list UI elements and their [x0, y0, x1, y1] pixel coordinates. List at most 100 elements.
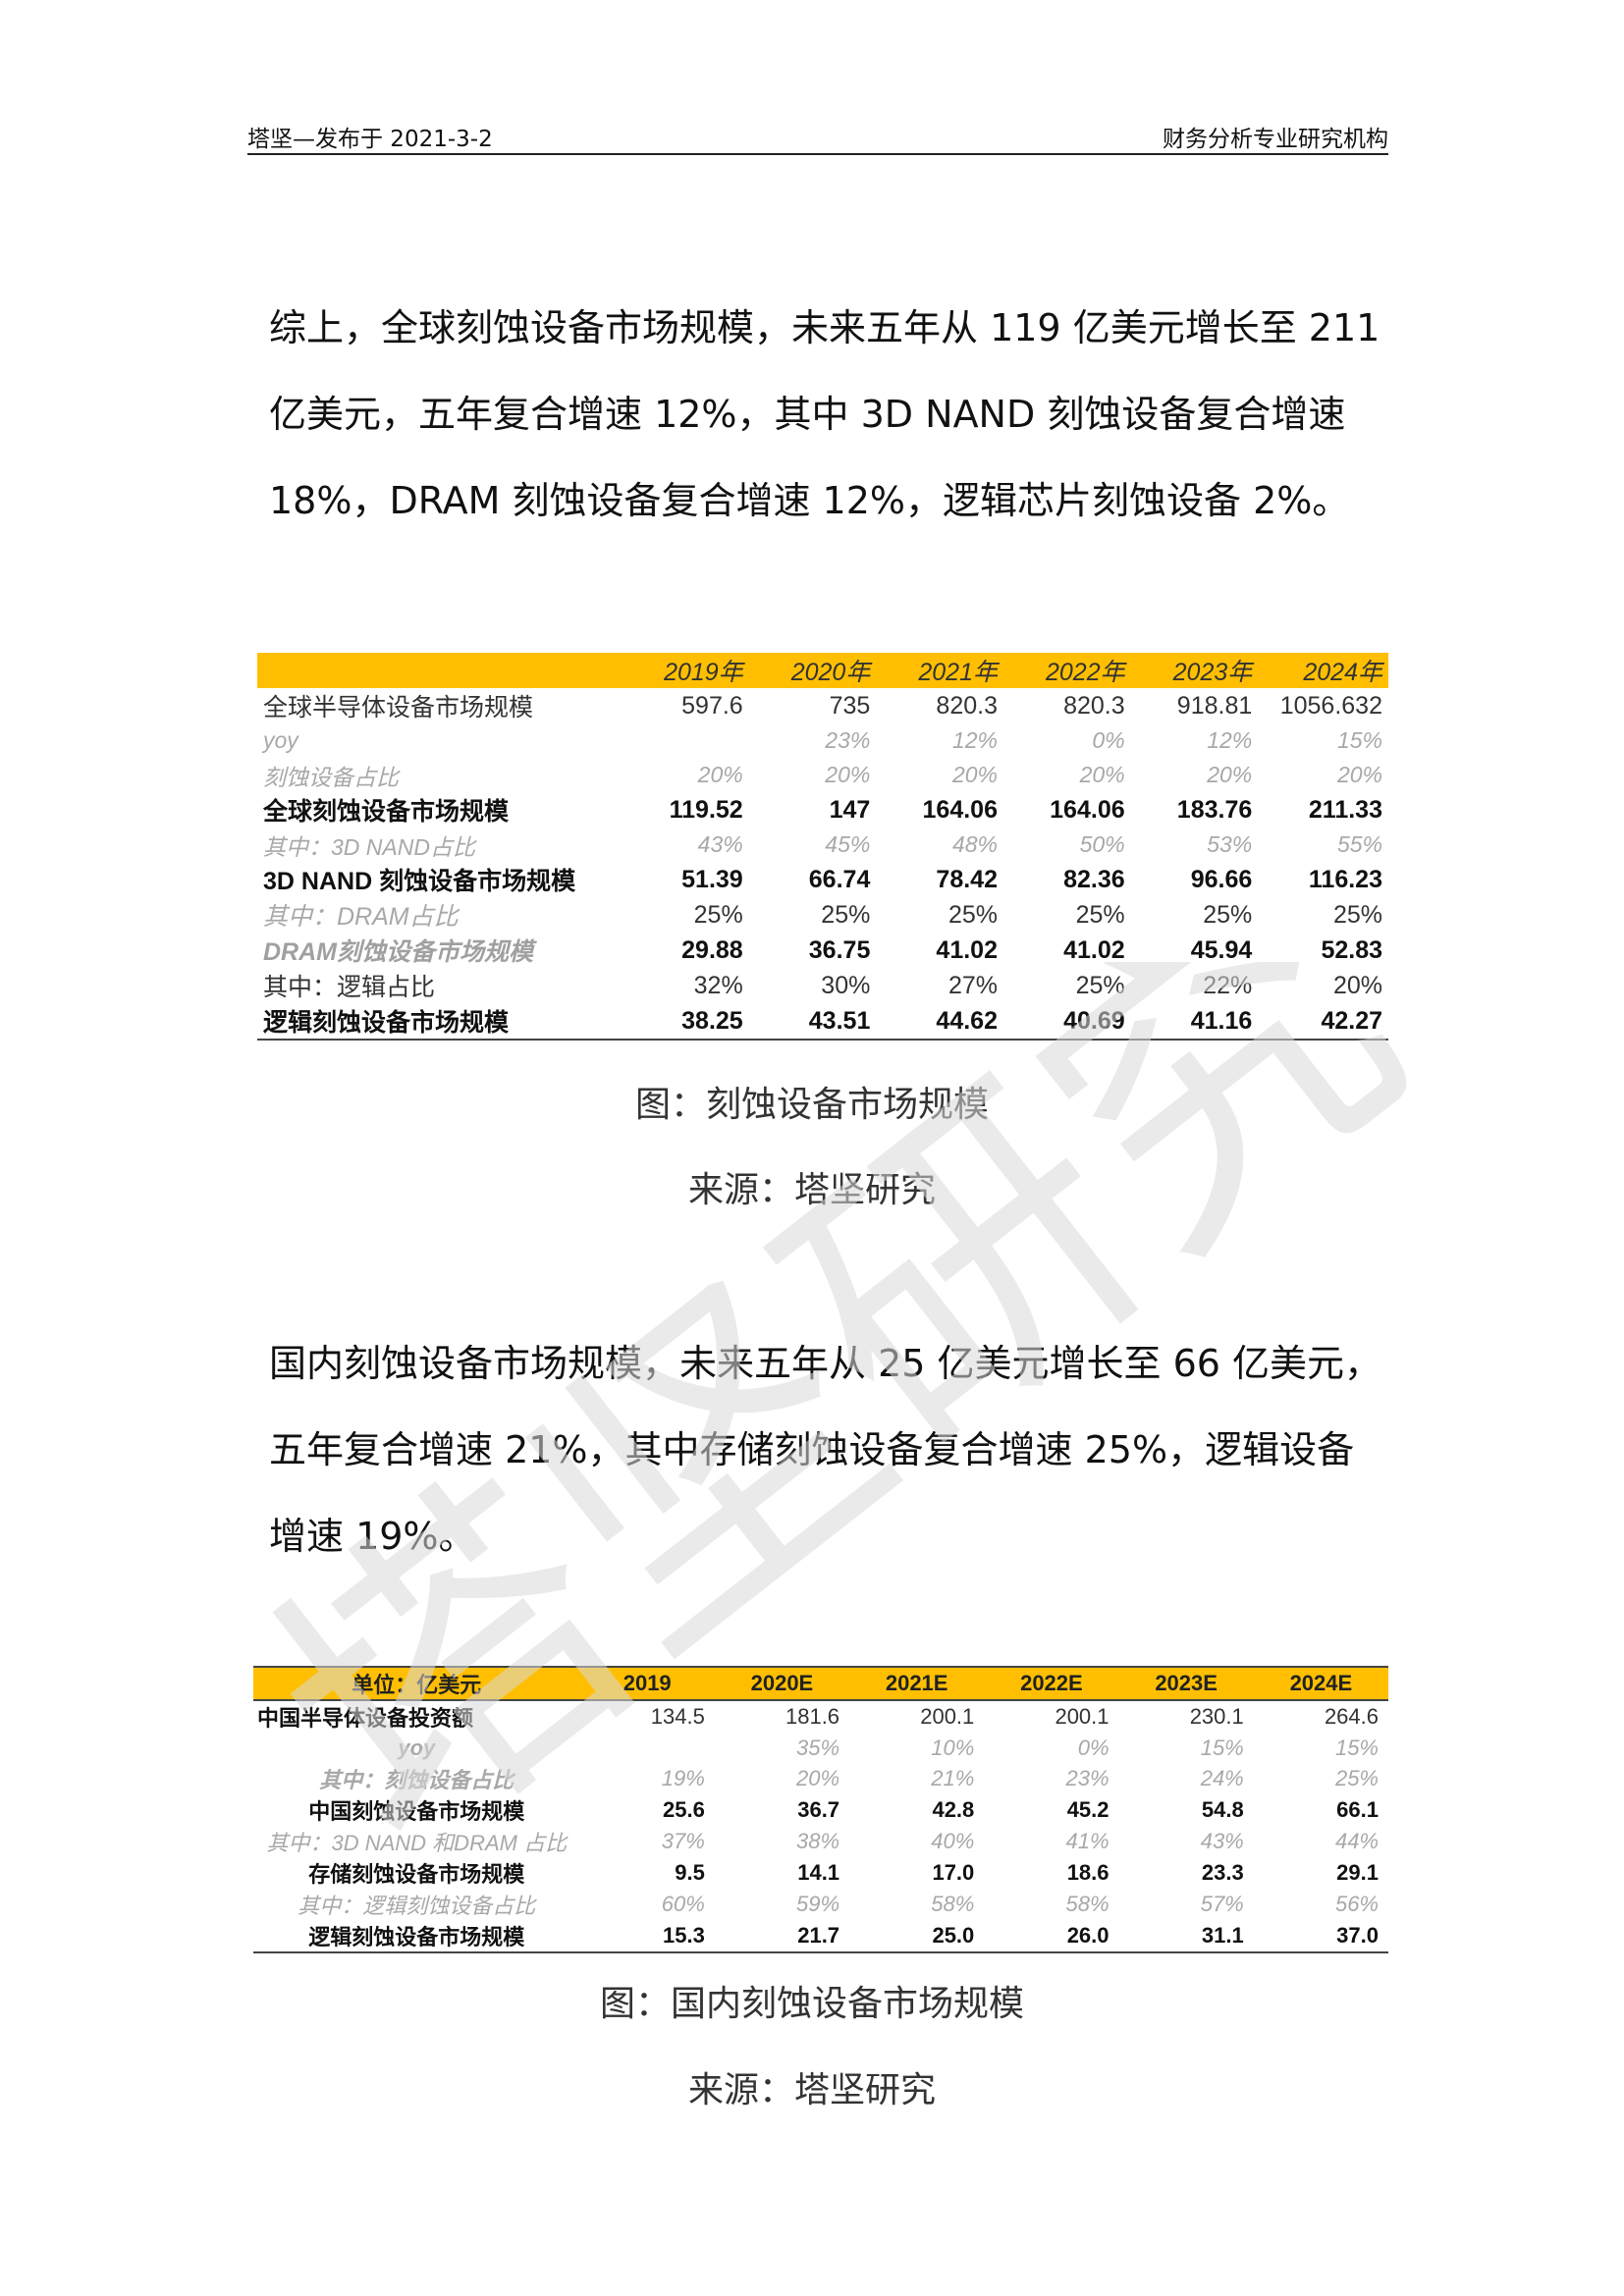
header-unit: 单位：亿美元 — [253, 1666, 580, 1701]
table-row: 其中：逻辑刻蚀设备占比 60% 59% 58% 58% 57% 56% — [253, 1889, 1388, 1920]
cell: 25.0 — [849, 1920, 985, 1953]
cell: 32% — [693, 971, 743, 999]
row-label: yoy — [398, 1735, 436, 1760]
cell: 164.06 — [922, 795, 998, 824]
cell: 25% — [947, 900, 998, 929]
cell: 18.6 — [1066, 1860, 1110, 1885]
cell: 22% — [1203, 971, 1253, 999]
header-publish-date: 塔坚—发布于 2021-3-2 — [247, 127, 493, 152]
header-year: 2024年 — [1258, 653, 1388, 688]
row-label: 其中：3D NAND 和DRAM 占比 — [266, 1831, 568, 1855]
table-row: DRAM刻蚀设备市场规模 29.88 36.75 41.02 41.02 45.… — [257, 933, 1388, 968]
header-year: 2022年 — [1002, 653, 1131, 688]
row-label: 存储刻蚀设备市场规模 — [308, 1862, 525, 1887]
cell: 15% — [1200, 1735, 1244, 1760]
cell: 30% — [821, 971, 871, 999]
cell: 0% — [1077, 1735, 1110, 1760]
cell: 29.1 — [1336, 1860, 1379, 1885]
row-label: 其中：逻辑刻蚀设备占比 — [298, 1894, 536, 1918]
cell: 20% — [1336, 762, 1382, 787]
cell: 55% — [1336, 831, 1382, 857]
cell: 66.74 — [808, 865, 871, 893]
row-label: DRAM刻蚀设备市场规模 — [263, 938, 533, 966]
cell: 45.2 — [1066, 1797, 1110, 1822]
table-row: 全球半导体设备市场规模 597.6 735 820.3 820.3 918.81… — [257, 688, 1388, 723]
cell: 23% — [1065, 1766, 1110, 1790]
paragraph-global-etch: 综上，全球刻蚀设备市场规模，未来五年从 119 亿美元增长至 211 亿美元，五… — [269, 306, 1380, 522]
cell: 820.3 — [1063, 691, 1125, 720]
cell: 44.62 — [876, 1003, 1003, 1041]
cell: 37% — [661, 1829, 705, 1853]
cell: 45% — [825, 831, 871, 857]
paragraph-domestic-etch: 国内刻蚀设备市场规模，未来五年从 25 亿美元增长至 66 亿美元，五年复合增速… — [269, 1342, 1382, 1558]
header-year: 2023年 — [1130, 653, 1259, 688]
cell: 1056.632 — [1279, 691, 1382, 720]
cell: 54.8 — [1201, 1797, 1244, 1822]
cell: 12% — [1207, 727, 1253, 753]
row-label: 全球刻蚀设备市场规模 — [263, 798, 510, 826]
header-year: 2021年 — [876, 653, 1003, 688]
header-year: 2020E — [714, 1666, 850, 1701]
cell: 181.6 — [785, 1704, 840, 1729]
row-label: 逻辑刻蚀设备市场规模 — [253, 1920, 580, 1953]
row-label: 逻辑刻蚀设备市场规模 — [257, 1003, 623, 1041]
cell: 21.7 — [714, 1920, 850, 1953]
table-row: 其中：3D NAND占比 43% 45% 48% 50% 53% 55% — [257, 828, 1388, 862]
cell: 42.8 — [932, 1797, 975, 1822]
table-row: 逻辑刻蚀设备市场规模 38.25 43.51 44.62 40.69 41.16… — [257, 1003, 1388, 1041]
cell: 147 — [829, 795, 871, 824]
cell: 735 — [829, 691, 871, 720]
cell: 52.83 — [1321, 935, 1382, 964]
table-header-row: 单位：亿美元 2019 2020E 2021E 2022E 2023E 2024… — [253, 1666, 1388, 1701]
cell: 20% — [951, 762, 998, 787]
table-row: yoy 35% 10% 0% 15% 15% — [253, 1733, 1388, 1763]
cell: 40% — [931, 1829, 975, 1853]
cell: 43% — [1200, 1829, 1244, 1853]
cell: 59% — [796, 1892, 840, 1916]
cell: 0% — [1092, 727, 1125, 753]
cell: 134.5 — [650, 1704, 705, 1729]
cell: 20% — [796, 1766, 840, 1790]
cell: 183.76 — [1176, 795, 1253, 824]
cell: 57% — [1200, 1892, 1244, 1916]
header-year: 2023E — [1118, 1666, 1254, 1701]
figure-source: 来源：塔坚研究 — [687, 1170, 936, 1210]
row-label: 其中：刻蚀设备占比 — [319, 1768, 514, 1792]
table-row: yoy 23% 12% 0% 12% 15% — [257, 723, 1388, 758]
row-label: 其中：3D NAND占比 — [263, 833, 475, 860]
table-row: 中国刻蚀设备市场规模 25.6 36.7 42.8 45.2 54.8 66.1 — [253, 1794, 1388, 1826]
table-row: 存储刻蚀设备市场规模 9.5 14.1 17.0 18.6 23.3 29.1 — [253, 1857, 1388, 1889]
cell: 264.6 — [1324, 1704, 1379, 1729]
cell: 17.0 — [932, 1860, 975, 1885]
cell: 40.69 — [1002, 1003, 1131, 1041]
cell: 50% — [1079, 831, 1125, 857]
row-label: 其中：DRAM占比 — [263, 903, 459, 931]
cell: 25% — [1075, 900, 1125, 929]
cell: 25% — [1203, 900, 1253, 929]
cell: 164.06 — [1050, 795, 1125, 824]
cell: 23% — [825, 727, 871, 753]
cell: 41.02 — [1063, 935, 1125, 964]
cell: 38.25 — [622, 1003, 749, 1041]
cell: 9.5 — [675, 1860, 705, 1885]
cell: 43% — [697, 831, 743, 857]
cell: 15% — [1336, 727, 1382, 753]
table-row: 3D NAND 刻蚀设备市场规模 51.39 66.74 78.42 82.36… — [257, 862, 1388, 897]
cell: 41.02 — [936, 935, 998, 964]
cell: 48% — [951, 831, 998, 857]
cell: 26.0 — [984, 1920, 1119, 1953]
cell: 96.66 — [1190, 865, 1253, 893]
cell: 20% — [1207, 762, 1253, 787]
row-label: 全球半导体设备市场规模 — [263, 694, 534, 721]
figure-caption: 图：刻蚀设备市场规模 — [634, 1085, 989, 1125]
cell: 19% — [661, 1766, 705, 1790]
cell: 200.1 — [1055, 1704, 1110, 1729]
header-year: 2021E — [849, 1666, 985, 1701]
domestic-etch-market-table: 单位：亿美元 2019 2020E 2021E 2022E 2023E 2024… — [253, 1666, 1388, 1953]
table-row: 其中：逻辑占比 32% 30% 27% 25% 22% 20% — [257, 968, 1388, 1003]
cell: 60% — [661, 1892, 705, 1916]
cell: 597.6 — [681, 691, 743, 720]
row-label: 中国刻蚀设备市场规模 — [308, 1799, 525, 1824]
cell: 45.94 — [1190, 935, 1253, 964]
page-header: 塔坚—发布于 2021-3-2 财务分析专业研究机构 — [247, 116, 1388, 155]
